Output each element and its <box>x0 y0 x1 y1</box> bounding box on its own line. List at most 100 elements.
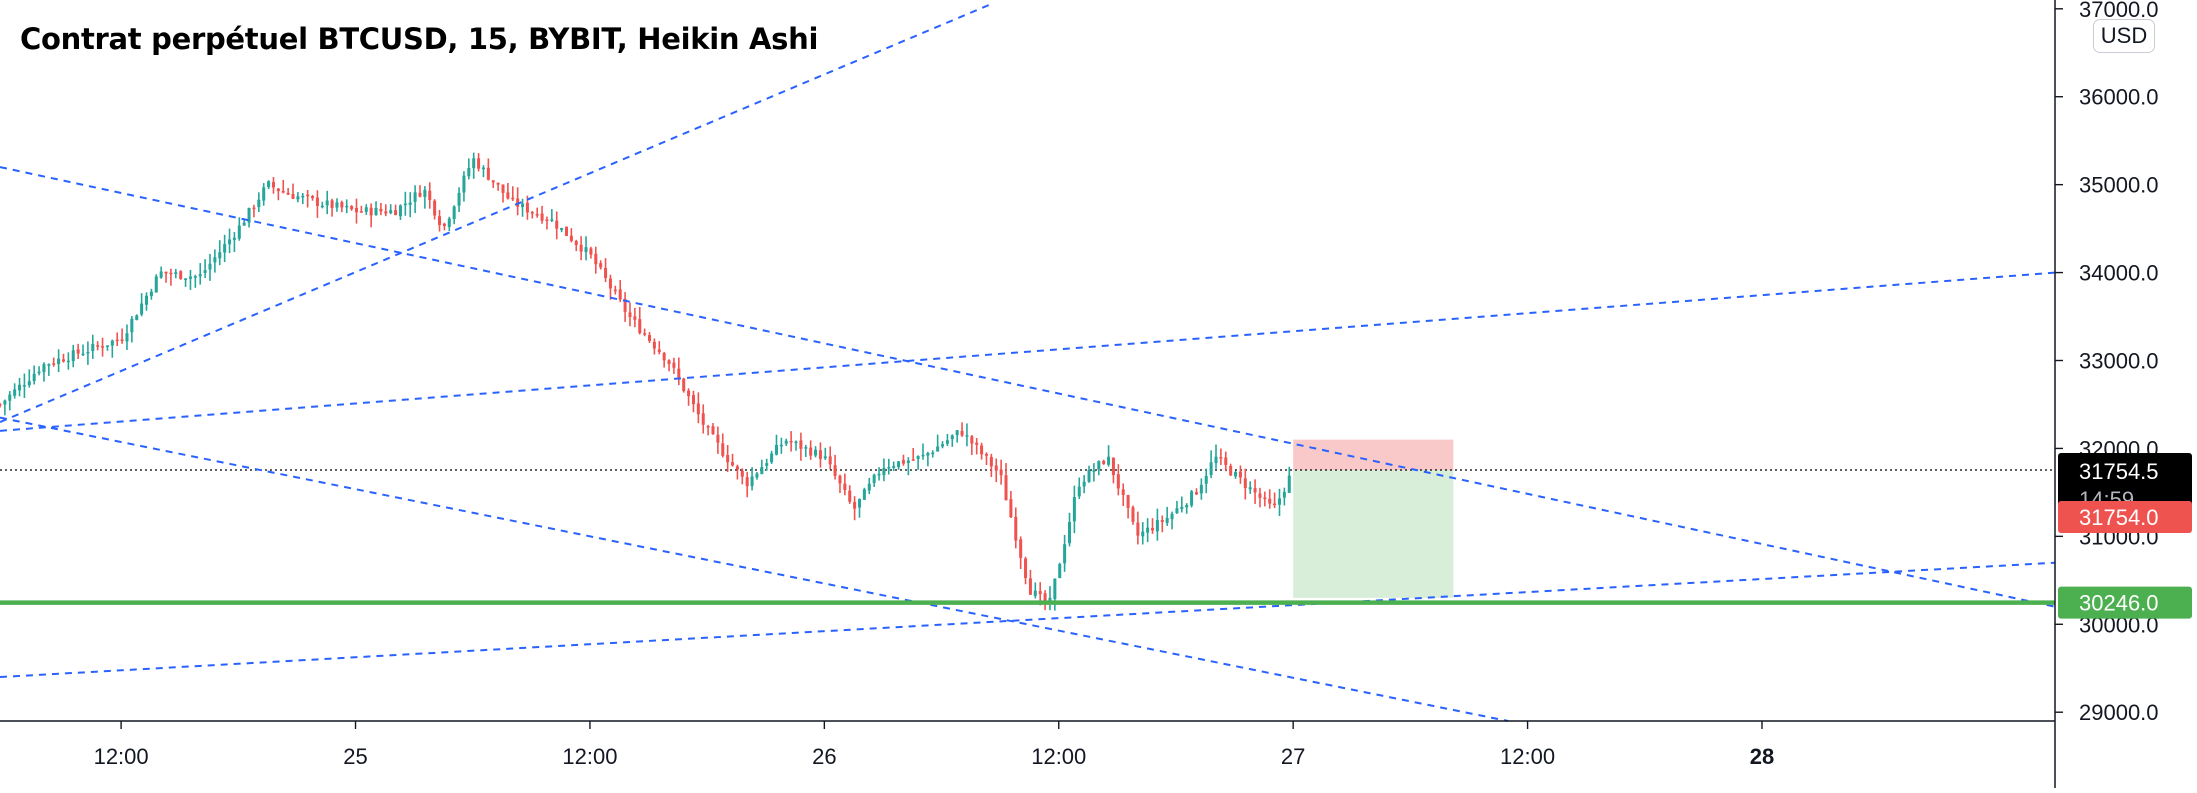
candle-body <box>267 181 271 188</box>
candle-body <box>1092 470 1096 472</box>
candle-body <box>618 289 622 300</box>
candle <box>1131 505 1135 525</box>
candle-body <box>276 188 280 192</box>
candle <box>291 183 295 200</box>
candle-body <box>735 466 739 470</box>
candle-body <box>1248 487 1252 490</box>
candle <box>1126 494 1130 519</box>
candle-body <box>120 339 124 341</box>
candle <box>594 246 598 274</box>
candle-body <box>584 247 588 253</box>
candle-body <box>887 467 891 469</box>
candle <box>472 152 476 179</box>
candle <box>281 179 285 194</box>
candle <box>657 341 661 355</box>
candle <box>438 210 442 232</box>
candle-body <box>516 198 520 207</box>
candle <box>1224 451 1228 472</box>
candle-body <box>936 446 940 452</box>
candle-body <box>389 210 393 214</box>
candle-body <box>438 216 442 225</box>
candle <box>61 353 66 363</box>
candle <box>545 216 549 230</box>
candle <box>936 434 940 452</box>
candle <box>1072 485 1076 534</box>
candle-body <box>61 359 66 362</box>
candle-body <box>208 263 212 270</box>
candle <box>105 345 109 351</box>
candle <box>731 453 735 467</box>
candle <box>42 362 46 382</box>
candle-body <box>447 218 451 227</box>
candle-body <box>862 489 866 500</box>
support-price-badge <box>2058 586 2192 619</box>
candle-body <box>755 473 759 478</box>
candle <box>882 458 886 482</box>
trendline-2 <box>0 166 2056 608</box>
currency-button[interactable]: USD <box>2093 19 2155 53</box>
candle-body <box>804 447 808 449</box>
candle-body <box>22 385 26 387</box>
candle-body <box>472 158 476 169</box>
candle <box>428 182 432 209</box>
candle <box>770 450 774 464</box>
candle <box>774 434 778 456</box>
candle-body <box>1224 457 1228 465</box>
candle-body <box>1072 497 1076 522</box>
candle <box>809 440 813 460</box>
y-tick-label: 33000.0 <box>2079 349 2159 374</box>
candle-body <box>589 248 593 255</box>
candle <box>228 228 232 254</box>
candle <box>1063 534 1067 572</box>
candle-body <box>892 466 896 468</box>
candle <box>550 209 554 222</box>
take-profit-zone <box>1293 470 1454 598</box>
candle-body <box>257 199 261 208</box>
candle-body <box>1097 461 1101 470</box>
candle-body <box>1170 513 1174 520</box>
candle <box>1155 508 1159 541</box>
candle <box>369 203 373 228</box>
candle <box>1268 489 1272 509</box>
candle <box>57 349 61 373</box>
candle-body <box>569 235 573 241</box>
candle-body <box>1277 498 1282 505</box>
candle-body <box>179 271 183 279</box>
candle <box>37 366 41 376</box>
candle <box>750 467 754 491</box>
candle-body <box>340 202 344 208</box>
candle <box>447 216 451 231</box>
candle-body <box>901 460 905 464</box>
candle-body <box>66 360 70 363</box>
candle-body <box>86 351 90 354</box>
candle-body <box>8 394 12 401</box>
candle-body <box>809 447 813 456</box>
candle <box>867 477 871 495</box>
candle-body <box>1121 489 1125 495</box>
candle <box>384 204 388 217</box>
candle-body <box>774 444 778 455</box>
candle <box>1199 478 1203 500</box>
candle <box>223 234 227 263</box>
candle-body <box>941 444 945 447</box>
candle-body <box>428 190 432 200</box>
candle-body <box>144 295 149 305</box>
x-tick-label: 25 <box>343 744 367 769</box>
candle <box>188 269 192 290</box>
x-tick-label: 12:00 <box>1031 744 1086 769</box>
candle <box>1263 491 1267 507</box>
candle <box>853 496 857 521</box>
candle <box>262 183 266 206</box>
candle-body <box>467 167 471 177</box>
candle-body <box>613 289 617 292</box>
candle-body <box>530 212 534 214</box>
candle <box>564 226 569 237</box>
candle-body <box>164 271 168 274</box>
candle-body <box>52 363 56 365</box>
candle <box>394 204 398 216</box>
candle-body <box>413 192 417 202</box>
candle <box>184 278 188 287</box>
candle-body <box>242 222 246 226</box>
